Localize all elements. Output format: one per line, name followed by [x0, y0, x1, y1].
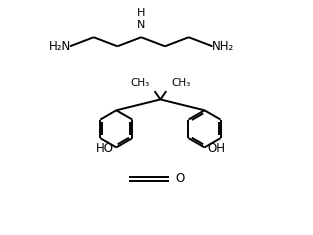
Text: CH₃: CH₃: [131, 78, 150, 88]
Text: H
N: H N: [137, 8, 145, 30]
Text: CH₃: CH₃: [171, 78, 190, 88]
Text: NH₂: NH₂: [212, 40, 234, 53]
Text: OH: OH: [207, 142, 225, 155]
Text: HO: HO: [95, 142, 114, 155]
Text: O: O: [175, 172, 184, 185]
Text: H₂N: H₂N: [49, 40, 72, 53]
